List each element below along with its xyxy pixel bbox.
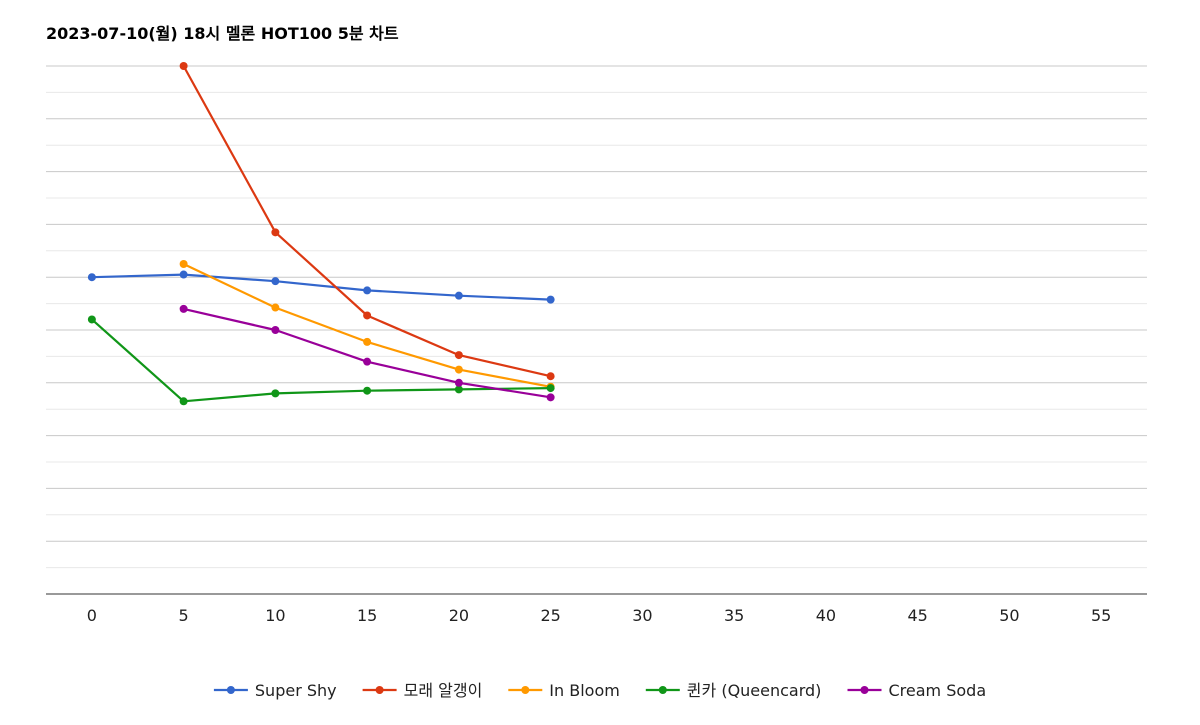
data-point [363,286,372,295]
x-tick-label: 25 [540,606,560,625]
legend-item: 퀸카 (Queencard) [645,681,822,700]
series-line [182,307,552,399]
data-point [87,273,96,282]
legend-item: In Bloom [508,681,620,700]
data-point [546,372,555,381]
data-point [271,277,280,286]
data-point [363,311,372,320]
data-point [546,393,555,402]
legend-label: In Bloom [549,681,620,700]
data-point [454,291,463,300]
x-tick-label: 50 [999,606,1019,625]
x-tick-label: 20 [449,606,469,625]
legend-label: Super Shy [255,681,337,700]
legend-marker [226,686,235,694]
data-point [363,357,372,366]
data-point [179,304,188,313]
series-3 [87,315,555,406]
data-point [271,228,280,237]
data-point [454,385,463,394]
legend-marker [658,686,667,694]
data-point [363,386,372,395]
legend-item: 모래 알갱이 [362,681,483,700]
legend-label: Cream Soda [889,681,987,700]
x-tick-label: 45 [907,606,927,625]
legend-marker [860,686,869,694]
data-point [454,365,463,374]
chart-title: 2023-07-10(월) 18시 멜론 HOT100 5분 차트 [46,24,399,43]
series-1 [179,62,555,381]
legend-item: Cream Soda [847,681,987,700]
x-tick-label: 40 [816,606,836,625]
x-tick-label: 5 [179,606,189,625]
legend-label: 퀸카 (Queencard) [687,681,822,700]
series-4 [179,304,555,402]
data-point [179,397,188,406]
grid-layer [46,65,1147,569]
x-tick-label: 10 [265,606,285,625]
data-point [271,389,280,398]
data-point [179,260,188,268]
x-tick-label: 35 [724,606,744,625]
x-axis: 0 5 10 15 20 25 30 35 40 45 50 55 [46,593,1147,625]
x-tick-label: 15 [357,606,377,625]
series-line [90,318,552,403]
data-point [454,351,463,360]
legend-marker [521,686,530,694]
series-line [182,262,552,388]
series-line [90,273,552,301]
data-point [546,384,555,393]
data-point [271,326,280,334]
series-2 [179,260,555,391]
x-tick-label: 55 [1091,606,1111,625]
data-point [179,270,188,279]
data-point [179,62,188,70]
series-layer [87,62,555,406]
legend-marker [375,686,384,694]
series-0 [87,270,555,304]
data-point [454,378,463,387]
legend-item: Super Shy [213,681,337,700]
data-point [87,315,96,324]
legend-label: 모래 알갱이 [404,681,483,700]
x-tick-label: 30 [632,606,652,625]
data-point [271,303,280,312]
data-point [363,337,372,346]
data-point [546,295,555,304]
x-tick-label: 0 [87,606,97,625]
legend: Super Shy 모래 알갱이 In Bloom 퀸카 (Queencard) Cre… [213,681,987,700]
